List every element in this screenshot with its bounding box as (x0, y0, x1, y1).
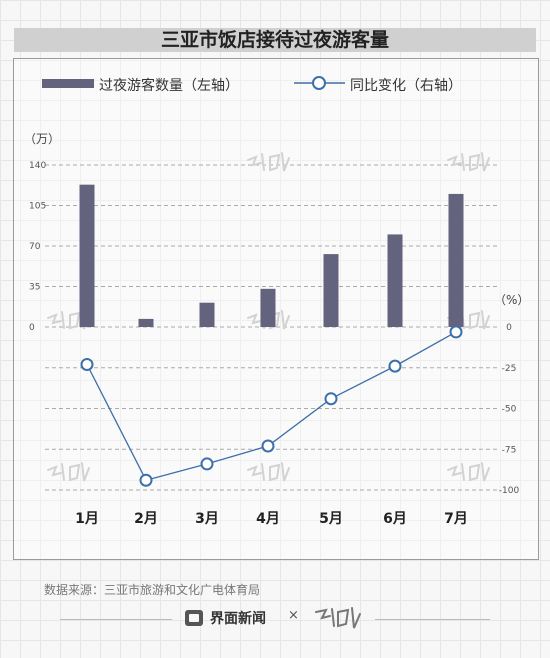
x-tick-label: 3月 (195, 511, 219, 527)
right-tick-label: 0 (506, 323, 512, 333)
left-tick-label: 105 (29, 202, 46, 212)
footer: 界面新闻 × (0, 606, 550, 632)
yoy-line (86, 331, 457, 481)
yoy-point-4月 (261, 439, 275, 453)
footer-brand: 界面新闻 (210, 611, 266, 627)
x-tick-label: 5月 (319, 511, 343, 527)
bars-layer (79, 184, 464, 327)
line-layer (80, 325, 463, 487)
footer-times: × (288, 608, 299, 623)
yoy-point-7月 (449, 325, 463, 339)
left-tick-label: 0 (29, 323, 35, 333)
legend-label-bars: 过夜游客数量（左轴） (99, 78, 239, 94)
bar-7月 (448, 193, 464, 327)
yoy-point-6月 (388, 359, 402, 373)
bar-4月 (260, 288, 276, 327)
bar-1月 (79, 184, 95, 327)
bar-2月 (138, 318, 154, 327)
x-tick-label: 1月 (75, 511, 99, 527)
x-tick-label: 2月 (134, 511, 158, 527)
legend-label-line: 同比变化（右轴） (350, 78, 462, 94)
chart-canvas: 0 35 70 105 140 0 -25 -50 -75 -100 （万） （%） 1月 2月 3月 4月 5… (24, 132, 529, 527)
chart-title: 三亚市饭店接待过夜游客量 (160, 29, 389, 51)
x-tick-label: 4月 (256, 511, 280, 527)
footer-divider-right (375, 619, 490, 620)
jiemian-logo-icon (185, 610, 203, 626)
right-tick-label: -25 (502, 364, 517, 374)
legend (42, 76, 345, 90)
watermark-icon (447, 462, 490, 482)
footer-divider-left (60, 619, 172, 620)
watermark-icon (247, 152, 290, 172)
bar-5月 (323, 254, 339, 327)
left-axis-unit: （万） (24, 132, 60, 146)
yoy-point-1月 (80, 357, 94, 371)
watermark-icon (247, 462, 290, 482)
left-tick-label: 35 (29, 283, 40, 293)
yoy-point-2月 (139, 473, 153, 487)
watermark-icon (47, 310, 90, 330)
watermark-icon (447, 152, 490, 172)
yoy-point-3月 (200, 457, 214, 471)
left-tick-label: 70 (29, 242, 41, 252)
right-tick-label: -100 (499, 486, 520, 496)
title-bar: 三亚市饭店接待过夜游客量 (14, 28, 536, 52)
right-tick-label: -50 (502, 405, 517, 415)
left-tick-label: 140 (29, 161, 46, 171)
source-note: 数据来源：三亚市旅游和文化广电体育局 (44, 583, 261, 597)
yoy-point-5月 (324, 392, 338, 406)
shujuhu-logo-icon (315, 607, 361, 629)
x-tick-label: 6月 (383, 511, 407, 527)
watermark-icon (47, 462, 90, 482)
axis-layer: 0 35 70 105 140 0 -25 -50 -75 -100 （万） （%） 1月 2月 3月 4月 5… (24, 132, 529, 527)
right-tick-label: -75 (502, 445, 517, 455)
bar-3月 (199, 302, 215, 327)
x-tick-label: 7月 (444, 511, 468, 527)
bar-6月 (387, 234, 403, 327)
legend-line-marker (312, 76, 326, 90)
legend-bar-swatch (42, 79, 94, 88)
right-axis-unit: （%） (494, 293, 529, 307)
